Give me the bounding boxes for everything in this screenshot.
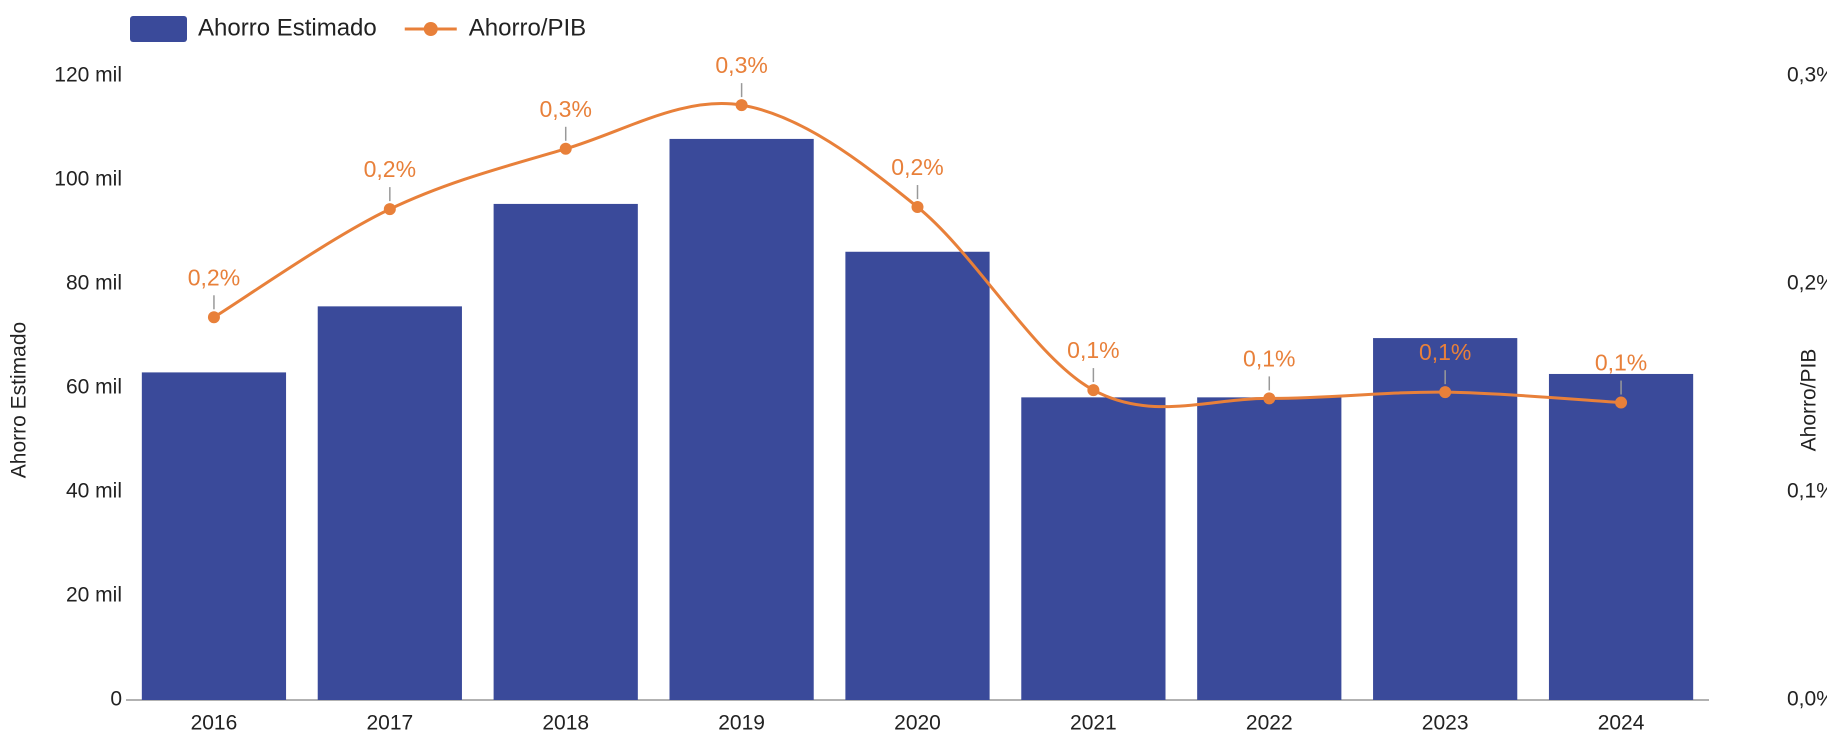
- line-point: [735, 99, 748, 112]
- legend-swatch: [423, 22, 438, 36]
- y-tick-label: 20 mil: [66, 584, 122, 607]
- x-tick-label: 2018: [542, 712, 589, 735]
- y-axis-label: Ahorro Estimado: [8, 322, 31, 478]
- y2-tick-label: 0,1%: [1787, 480, 1827, 503]
- x-tick-label: 2016: [191, 712, 238, 735]
- bar: [1548, 373, 1694, 700]
- x-tick-label: 2022: [1246, 712, 1293, 735]
- y-tick-label: 120 mil: [54, 64, 122, 87]
- y-tick-label: 0: [110, 688, 122, 711]
- bar: [317, 306, 462, 700]
- value-label: 0,1%: [1243, 345, 1295, 371]
- bar: [141, 372, 287, 700]
- bar: [1021, 397, 1166, 700]
- legend-label: Ahorro/PIB: [469, 14, 586, 41]
- value-label: 0,2%: [188, 264, 240, 290]
- x-tick-label: 2023: [1422, 712, 1469, 735]
- bar: [1197, 397, 1342, 700]
- line-point: [559, 142, 572, 155]
- y2-tick-label: 0,0%: [1787, 688, 1827, 711]
- y2-axis-label: Ahorro/PIB: [1798, 349, 1821, 452]
- x-tick-label: 2024: [1598, 712, 1645, 735]
- x-tick-label: 2019: [718, 712, 765, 735]
- value-label: 0,1%: [1595, 350, 1647, 376]
- y-tick-label: 40 mil: [66, 480, 122, 503]
- value-label: 0,1%: [1419, 339, 1471, 365]
- line-point: [1087, 384, 1100, 397]
- y2-tick-label: 0,3%: [1787, 64, 1827, 87]
- line-point: [207, 311, 220, 324]
- bar: [1373, 338, 1518, 700]
- legend-label: Ahorro Estimado: [198, 14, 377, 41]
- x-tick-label: 2017: [366, 712, 413, 735]
- y-tick-label: 80 mil: [66, 272, 122, 295]
- value-label: 0,1%: [1067, 337, 1119, 363]
- value-label: 0,3%: [540, 96, 592, 122]
- line-point: [911, 201, 924, 214]
- y-tick-label: 60 mil: [66, 376, 122, 399]
- line-point: [1615, 396, 1628, 409]
- value-label: 0,3%: [715, 52, 767, 78]
- line-point: [1439, 386, 1452, 399]
- y2-tick-label: 0,2%: [1787, 272, 1827, 295]
- value-label: 0,2%: [891, 154, 943, 180]
- legend-swatch: [130, 16, 187, 42]
- y-tick-label: 100 mil: [54, 168, 122, 191]
- line-point: [383, 203, 396, 216]
- bar: [493, 203, 638, 701]
- x-tick-label: 2020: [894, 712, 941, 735]
- bar: [669, 138, 814, 701]
- bar: [845, 251, 990, 700]
- x-tick-label: 2021: [1070, 712, 1117, 735]
- value-label: 0,2%: [364, 156, 416, 182]
- line-point: [1263, 392, 1276, 405]
